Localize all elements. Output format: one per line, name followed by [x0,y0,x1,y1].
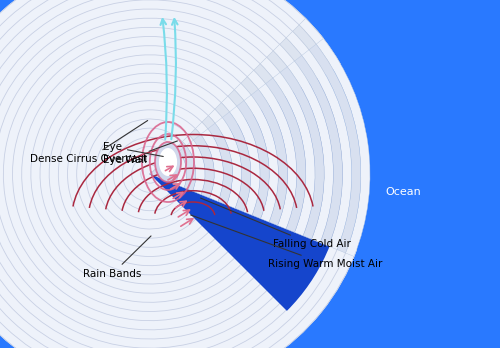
Wedge shape [254,64,285,101]
Wedge shape [266,78,306,232]
Wedge shape [228,90,253,119]
Wedge shape [182,135,198,151]
Wedge shape [208,123,233,205]
Wedge shape [208,109,230,133]
Text: Ocean: Ocean [385,187,421,197]
Wedge shape [156,161,166,169]
Wedge shape [251,89,288,226]
Wedge shape [186,140,205,195]
Wedge shape [189,129,206,147]
Wedge shape [157,163,168,181]
Wedge shape [215,118,242,208]
Wedge shape [266,51,301,92]
Text: Rain Bands: Rain Bands [83,236,151,279]
Wedge shape [240,77,269,110]
Wedge shape [170,148,182,160]
Wedge shape [287,61,334,243]
Wedge shape [164,157,177,184]
Wedge shape [273,72,315,236]
Wedge shape [286,31,325,78]
Wedge shape [0,0,356,348]
Wedge shape [222,112,251,212]
Wedge shape [150,168,159,177]
Wedge shape [234,83,261,114]
Text: Eye: Eye [103,142,164,157]
Wedge shape [222,96,246,124]
Wedge shape [260,57,293,96]
Wedge shape [273,44,309,87]
Wedge shape [196,122,214,142]
Wedge shape [200,129,224,201]
Wedge shape [247,70,277,105]
Wedge shape [292,25,333,73]
Wedge shape [309,44,361,253]
Wedge shape [150,167,158,174]
Text: Dense Cirrus Overcast: Dense Cirrus Overcast [30,120,148,164]
Wedge shape [202,116,222,137]
Wedge shape [244,95,278,222]
Text: Falling Cold Air: Falling Cold Air [200,198,351,249]
Wedge shape [280,38,316,82]
Wedge shape [172,151,186,188]
Wedge shape [150,55,344,311]
Wedge shape [294,55,343,246]
Wedge shape [302,50,352,250]
Wedge shape [236,101,269,219]
Wedge shape [299,18,341,69]
Ellipse shape [159,148,177,176]
Wedge shape [316,39,370,256]
Text: Rising Warm Moist Air: Rising Warm Moist Air [190,215,382,269]
Ellipse shape [155,142,181,182]
Text: Eye Wall: Eye Wall [103,141,178,165]
Wedge shape [163,155,174,165]
Wedge shape [176,142,190,156]
Wedge shape [280,67,324,239]
Wedge shape [194,134,214,198]
Wedge shape [258,84,296,229]
Wedge shape [179,146,196,191]
Wedge shape [230,106,260,215]
Wedge shape [215,103,238,128]
